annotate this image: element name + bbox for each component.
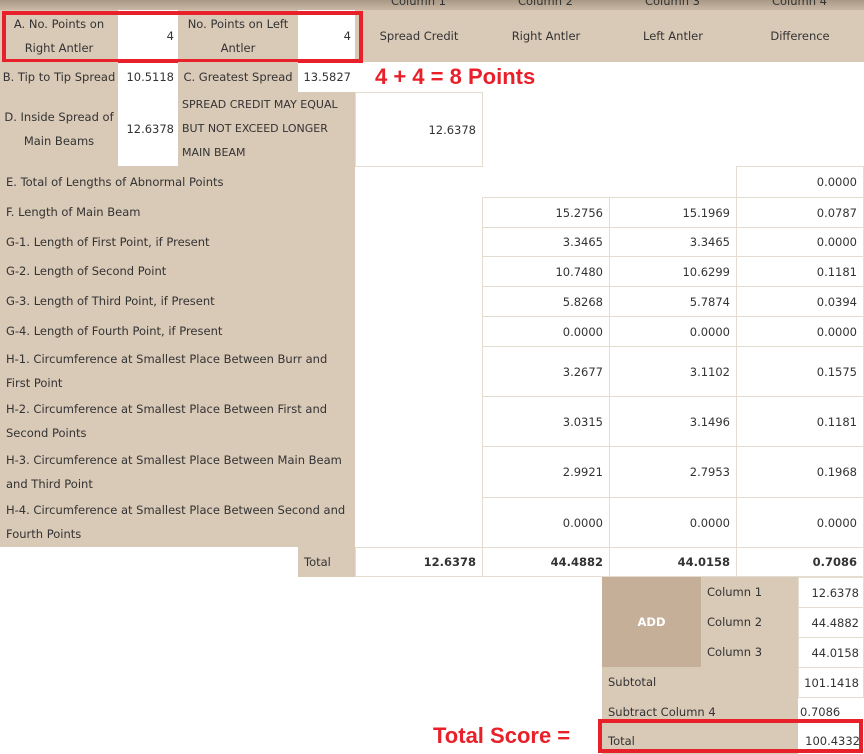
row-value-c4: 0.1181 [736, 396, 864, 447]
summary-label: Column 3 [701, 637, 798, 667]
row-value-c2: 0.0000 [482, 316, 610, 347]
row-label: F. Length of Main Beam [0, 197, 355, 227]
total-col3: 44.0158 [609, 547, 737, 577]
row-value-c3: 5.7874 [609, 286, 737, 317]
row-value-c3: 2.7953 [609, 446, 737, 498]
c-value[interactable]: 13.5827 [303, 70, 351, 84]
total-label: Total [298, 547, 355, 577]
row-label: G-4. Length of Fourth Point, if Present [0, 316, 355, 346]
row-value-c4: 0.0787 [736, 197, 864, 228]
b-label: B. Tip to Tip Spread [0, 62, 118, 92]
row-value-c2: 3.3465 [482, 227, 610, 257]
row-label: G-1. Length of First Point, if Present [0, 227, 355, 256]
row-label: H-2. Circumference at Smallest Place Bet… [0, 396, 355, 446]
row-value-c2: 3.2677 [482, 346, 610, 397]
total-score-annotation: Total Score = [433, 723, 571, 748]
sub-header-row: Spread Credit Right Antler Left Antler D… [355, 10, 864, 62]
summary-label: Column 2 [701, 607, 798, 637]
sub-header: Right Antler [511, 29, 581, 43]
row-label: E. Total of Lengths of Abnormal Points [0, 166, 355, 197]
total-col4: 0.7086 [736, 547, 864, 577]
highlight-box [2, 11, 363, 63]
sub-header: Difference [770, 29, 830, 43]
column-header: Column 3 [644, 0, 700, 8]
total-col1: 12.6378 [355, 547, 483, 577]
total-col2: 44.4882 [482, 547, 610, 577]
subtotal-label: Subtotal [602, 667, 798, 697]
d-label: D. Inside Spread of Main Beams [0, 92, 118, 166]
row-value-c2: 15.2756 [482, 197, 610, 228]
row-value-c2: 10.7480 [482, 256, 610, 287]
row-value-c2: 5.8268 [482, 286, 610, 317]
total-highlight-box [598, 719, 863, 753]
summary-label: Column 1 [701, 577, 798, 607]
row-value-c4: 0.1181 [736, 256, 864, 287]
column-header: Column 1 [390, 0, 446, 8]
row-value-c2: 3.0315 [482, 396, 610, 447]
row-value-c3: 0.0000 [609, 316, 737, 347]
row-value-c3: 10.6299 [609, 256, 737, 287]
spread-note: SPREAD CREDIT MAY EQUAL BUT NOT EXCEED L… [178, 92, 355, 166]
column-header-band: Column 1 Column 2 Column 3 Column 4 [0, 0, 864, 10]
summary-value: 12.6378 [798, 577, 864, 608]
row-value-c2: 0.0000 [482, 497, 610, 548]
row-value-c2: 2.9921 [482, 446, 610, 498]
row-value-c4: 0.0000 [736, 166, 864, 198]
left-points-value[interactable]: 4 [298, 10, 355, 62]
subtotal-value: 101.1418 [798, 667, 864, 698]
spread-credit-value: 12.6378 [355, 92, 483, 167]
sub-header: Spread Credit [379, 29, 459, 43]
row-label: H-3. Circumference at Smallest Place Bet… [0, 446, 355, 497]
row-value-c4: 0.0394 [736, 286, 864, 317]
row-value-c3: 3.3465 [609, 227, 737, 257]
b-value[interactable]: 10.5118 [126, 70, 174, 84]
row-value-c3: 3.1102 [609, 346, 737, 397]
d-value[interactable]: 12.6378 [126, 122, 174, 136]
summary-value: 44.0158 [798, 637, 864, 668]
column-header: Column 4 [771, 0, 827, 8]
add-label: ADD [602, 577, 701, 667]
row-value-c3: 0.0000 [609, 497, 737, 548]
a-label: A. No. Points on Right Antler [0, 10, 118, 62]
row-label: H-4. Circumference at Smallest Place Bet… [0, 497, 355, 547]
row-value-c4: 0.0000 [736, 316, 864, 347]
summary-value: 44.4882 [798, 607, 864, 638]
row-value-c4: 0.1968 [736, 446, 864, 498]
row-value-c4: 0.0000 [736, 497, 864, 548]
row-label: H-1. Circumference at Smallest Place Bet… [0, 346, 355, 396]
row-value-c3: 15.1969 [609, 197, 737, 228]
column-header: Column 2 [517, 0, 573, 8]
row-value-c4: 0.1575 [736, 346, 864, 397]
sub-header: Left Antler [643, 29, 703, 43]
left-points-label: No. Points on Left Antler [178, 10, 298, 62]
row-value-c3: 3.1496 [609, 396, 737, 447]
c-label: C. Greatest Spread [178, 62, 298, 92]
a-value[interactable]: 4 [118, 10, 178, 62]
subtract-value: 0.7086 [800, 705, 841, 719]
row-label: G-2. Length of Second Point [0, 256, 355, 286]
row-value-c4: 0.0000 [736, 227, 864, 257]
points-annotation: 4 + 4 = 8 Points [375, 64, 536, 89]
row-label: G-3. Length of Third Point, if Present [0, 286, 355, 316]
